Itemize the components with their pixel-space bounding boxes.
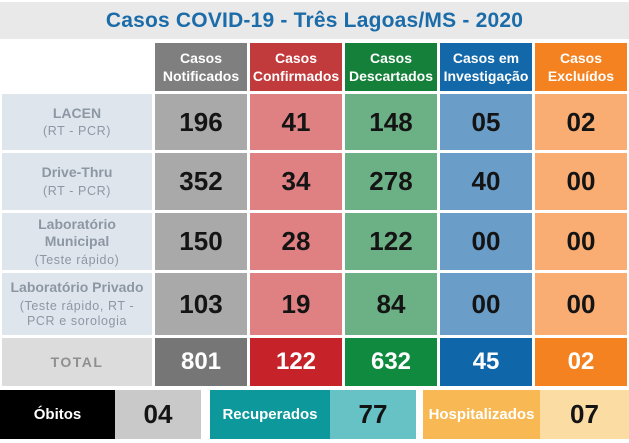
cell-drivethru-confirmados: 34: [250, 153, 342, 210]
cell-labmunicipal-excluidos: 00: [535, 213, 627, 270]
cell-lacen-confirmados: 41: [250, 94, 342, 150]
summary-gap: [416, 390, 423, 439]
total-notificados: 801: [155, 338, 247, 386]
row-name: LACEN: [52, 104, 102, 121]
summary-gap: [201, 390, 210, 439]
obitos-value: 04: [115, 390, 201, 439]
cell-labmunicipal-notificados: 150: [155, 213, 247, 270]
total-excluidos: 02: [535, 338, 627, 386]
column-header-confirmados: Casos Confirmados: [250, 43, 342, 91]
title-bar: Casos COVID-19 - Três Lagoas/MS - 2020: [0, 2, 629, 39]
row-sublabel: (Teste rápido, RT - PCR e sorologia: [19, 298, 135, 328]
cell-lacen-excluidos: 02: [535, 94, 627, 150]
cell-drivethru-descartados: 278: [345, 153, 437, 210]
column-header-excluidos: Casos Excluídos: [535, 43, 627, 91]
summary-strip: Óbitos 04 Recuperados 77 Hospitalizados …: [0, 390, 629, 439]
obitos-label: Óbitos: [0, 390, 115, 439]
row-label-lab-privado: Laboratório Privado (Teste rápido, RT - …: [2, 273, 152, 335]
row-name: Drive-Thru: [41, 164, 113, 181]
recuperados-label: Recuperados: [210, 390, 330, 439]
recuperados-value: 77: [330, 390, 416, 439]
column-header-investigacao: Casos em Investigação: [440, 43, 532, 91]
column-header-notificados: Casos Notificados: [155, 43, 247, 91]
hospitalizados-value: 07: [540, 390, 629, 439]
cell-labprivado-investigacao: 00: [440, 273, 532, 335]
cell-labprivado-notificados: 103: [155, 273, 247, 335]
cell-lacen-notificados: 196: [155, 94, 247, 150]
row-label-lacen: LACEN (RT - PCR): [2, 94, 152, 150]
page-title: Casos COVID-19 - Três Lagoas/MS - 2020: [105, 8, 524, 32]
cell-labprivado-excluidos: 00: [535, 273, 627, 335]
cell-lacen-investigacao: 05: [440, 94, 532, 150]
total-confirmados: 122: [250, 338, 342, 386]
cell-drivethru-notificados: 352: [155, 153, 247, 210]
cell-drivethru-excluidos: 00: [535, 153, 627, 210]
row-label-lab-municipal: Laboratório Municipal (Teste rápido): [2, 213, 152, 270]
cell-labprivado-confirmados: 19: [250, 273, 342, 335]
row-sublabel: (Teste rápido): [34, 252, 120, 267]
cell-labmunicipal-descartados: 122: [345, 213, 437, 270]
total-descartados: 632: [345, 338, 437, 386]
cell-drivethru-investigacao: 40: [440, 153, 532, 210]
row-name: Laboratório Privado: [10, 279, 144, 296]
cell-labprivado-descartados: 84: [345, 273, 437, 335]
row-name: Laboratório Municipal: [38, 215, 116, 250]
total-investigacao: 45: [440, 338, 532, 386]
cell-labmunicipal-investigacao: 00: [440, 213, 532, 270]
row-label-drive-thru: Drive-Thru (RT - PCR): [2, 153, 152, 210]
cell-lacen-descartados: 148: [345, 94, 437, 150]
cases-table: Casos Notificados Casos Confirmados Caso…: [2, 43, 627, 386]
cell-labmunicipal-confirmados: 28: [250, 213, 342, 270]
total-row-label: TOTAL: [2, 338, 152, 386]
column-header-descartados: Casos Descartados: [345, 43, 437, 91]
row-sublabel: (RT - PCR): [42, 124, 112, 139]
header-spacer: [2, 43, 152, 91]
hospitalizados-label: Hospitalizados: [423, 390, 540, 439]
row-sublabel: (RT - PCR): [42, 183, 112, 198]
